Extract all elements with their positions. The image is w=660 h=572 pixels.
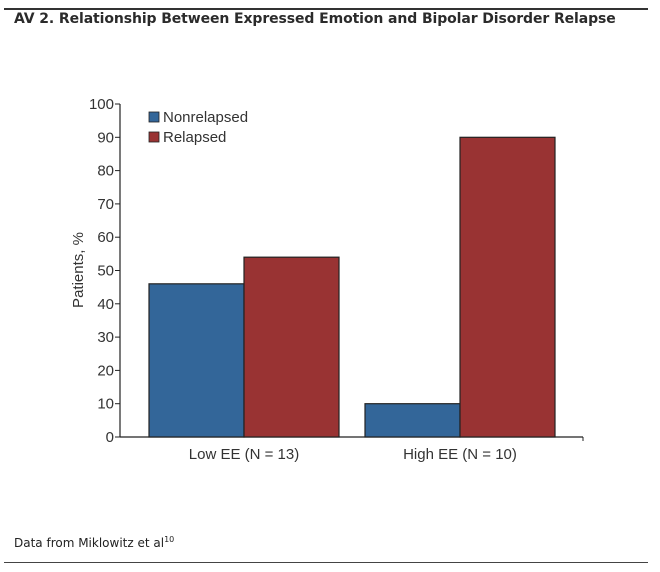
bar-relapsed-high-ee (459, 136, 556, 438)
bars (148, 136, 556, 438)
footnote: Data from Miklowitz et al10 (14, 535, 174, 550)
bar-nonrelapsed-low-ee (148, 283, 245, 438)
bar-nonrelapsed-high-ee (364, 403, 461, 438)
legend-label-nonrelapsed: Nonrelapsed (163, 109, 248, 126)
y-tick-label: 70 (97, 196, 114, 213)
y-axis: 0 10 20 30 40 50 60 70 80 90 100 (89, 96, 121, 446)
legend: Nonrelapsed Relapsed (148, 109, 248, 146)
x-axis: Low EE (N = 13) High EE (N = 10) (120, 436, 584, 463)
legend-swatch-relapsed (148, 131, 160, 143)
footnote-text: Data from Miklowitz et al (14, 536, 165, 550)
y-tick-label: 20 (97, 362, 114, 379)
y-axis-label: Patients, % (70, 232, 87, 308)
y-tick-label: 100 (89, 96, 114, 113)
y-tick-label: 80 (97, 163, 114, 180)
y-tick-label: 60 (97, 229, 114, 246)
footnote-reference: 10 (164, 535, 175, 544)
y-tick-label: 10 (97, 396, 114, 413)
bar-relapsed-low-ee (243, 256, 340, 438)
y-tick-label: 30 (97, 329, 114, 346)
top-rule (4, 8, 648, 10)
x-category-label: Low EE (N = 13) (189, 446, 299, 463)
figure-title: AV 2. Relationship Between Expressed Emo… (14, 11, 616, 27)
legend-swatch-nonrelapsed (148, 111, 160, 123)
x-category-label: High EE (N = 10) (403, 446, 517, 463)
y-tick-label: 50 (97, 263, 114, 280)
bottom-rule (4, 562, 648, 563)
y-tick-label: 40 (97, 296, 114, 313)
legend-label-relapsed: Relapsed (163, 129, 226, 146)
y-tick-label: 0 (106, 429, 114, 446)
y-tick-label: 90 (97, 129, 114, 146)
